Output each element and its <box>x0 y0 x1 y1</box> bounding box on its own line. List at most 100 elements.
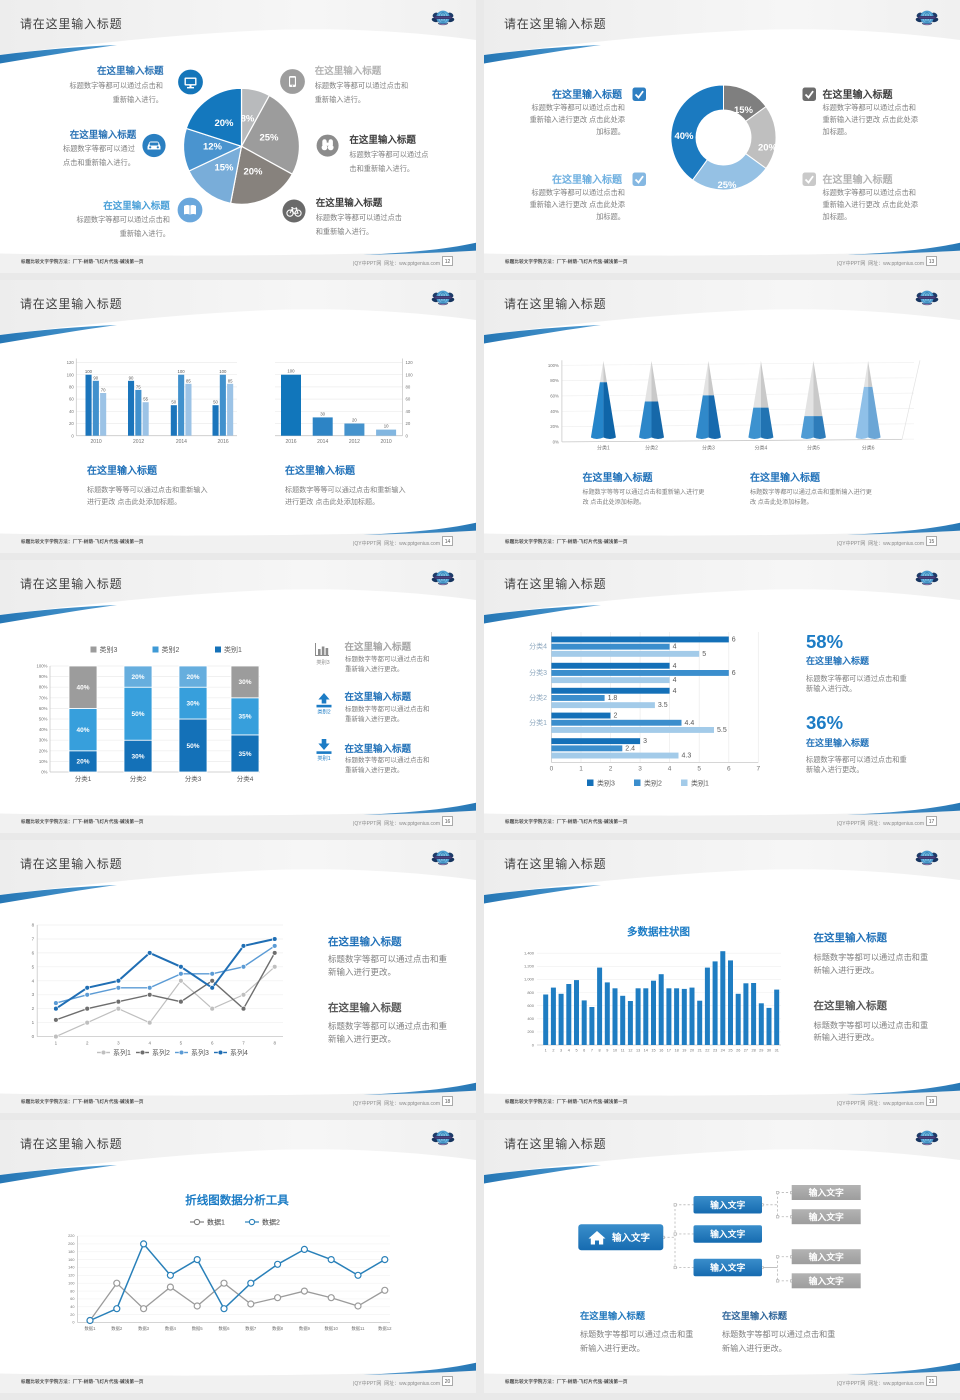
svg-text:分类4: 分类4 <box>755 445 768 452</box>
svg-text:3.5: 3.5 <box>658 702 668 709</box>
svg-text:输入文字: 输入文字 <box>710 1262 745 1273</box>
svg-text:60: 60 <box>70 1297 74 1301</box>
svg-text:14: 14 <box>644 1049 648 1053</box>
svg-text:数据9: 数据9 <box>299 1325 311 1332</box>
svg-text:3: 3 <box>638 765 642 772</box>
svg-text:0%: 0% <box>553 439 559 444</box>
svg-text:4: 4 <box>148 1041 151 1046</box>
svg-text:10: 10 <box>613 1049 617 1053</box>
svg-text:4: 4 <box>673 677 677 684</box>
svg-text:220: 220 <box>68 1234 74 1238</box>
svg-text:160: 160 <box>68 1258 74 1262</box>
svg-text:分类2: 分类2 <box>529 693 547 702</box>
svg-text:50: 50 <box>171 400 176 405</box>
svg-text:数据5: 数据5 <box>192 1325 204 1332</box>
svg-text:1: 1 <box>32 1020 35 1025</box>
svg-text:1: 1 <box>579 765 583 772</box>
svg-text:12%: 12% <box>203 142 223 153</box>
svg-text:数据11: 数据11 <box>351 1325 365 1332</box>
svg-text:50: 50 <box>213 400 218 405</box>
svg-text:系列1: 系列1 <box>113 1048 131 1057</box>
svg-text:800: 800 <box>527 990 534 995</box>
svg-text:7: 7 <box>756 765 760 772</box>
svg-text:60: 60 <box>69 397 74 402</box>
svg-text:数据4: 数据4 <box>165 1325 177 1332</box>
svg-text:70: 70 <box>101 388 106 393</box>
svg-text:20%: 20% <box>758 143 778 154</box>
svg-text:8: 8 <box>273 1041 276 1046</box>
svg-text:5: 5 <box>32 964 35 969</box>
svg-text:200: 200 <box>68 1242 74 1246</box>
svg-text:100: 100 <box>67 372 75 377</box>
svg-text:100: 100 <box>219 369 227 374</box>
svg-text:类别2: 类别2 <box>644 778 662 787</box>
svg-text:6: 6 <box>727 765 731 772</box>
svg-text:类别3: 类别3 <box>316 658 329 666</box>
svg-text:2014: 2014 <box>176 439 187 445</box>
svg-text:分类1: 分类1 <box>597 445 610 452</box>
svg-text:6: 6 <box>732 670 736 677</box>
svg-text:2: 2 <box>552 1049 554 1053</box>
svg-text:7: 7 <box>242 1041 245 1046</box>
svg-text:90: 90 <box>93 375 98 380</box>
svg-text:15%: 15% <box>214 163 234 174</box>
svg-text:输入文字: 输入文字 <box>809 1187 844 1198</box>
svg-text:50%: 50% <box>186 743 199 750</box>
svg-text:数据12: 数据12 <box>378 1325 392 1332</box>
svg-text:折线图数据分析工具: 折线图数据分析工具 <box>185 1193 289 1207</box>
svg-text:2012: 2012 <box>349 439 360 445</box>
svg-text:400: 400 <box>527 1016 534 1021</box>
svg-text:0: 0 <box>406 433 409 438</box>
svg-text:1: 1 <box>55 1041 58 1046</box>
svg-text:25%: 25% <box>717 180 737 191</box>
svg-text:20: 20 <box>69 421 74 426</box>
svg-text:系列3: 系列3 <box>191 1048 209 1057</box>
svg-text:12: 12 <box>628 1049 632 1053</box>
svg-text:分类3: 分类3 <box>529 668 547 677</box>
svg-text:类别3: 类别3 <box>100 645 118 654</box>
svg-text:40%: 40% <box>674 131 694 142</box>
svg-text:29: 29 <box>759 1049 763 1053</box>
svg-text:31: 31 <box>775 1049 779 1053</box>
svg-text:20%: 20% <box>243 167 263 178</box>
svg-text:20: 20 <box>70 1313 74 1317</box>
svg-text:6: 6 <box>732 637 736 644</box>
svg-text:4: 4 <box>668 765 672 772</box>
svg-text:分类2: 分类2 <box>130 774 147 783</box>
svg-text:100: 100 <box>178 369 186 374</box>
svg-text:5: 5 <box>702 651 706 658</box>
svg-text:3: 3 <box>643 738 647 745</box>
svg-text:1: 1 <box>545 1049 547 1053</box>
svg-text:60: 60 <box>406 397 411 402</box>
svg-text:80%: 80% <box>550 378 559 383</box>
svg-text:4.4: 4.4 <box>685 720 695 727</box>
svg-text:1,400: 1,400 <box>524 951 535 956</box>
svg-text:2014: 2014 <box>317 439 328 445</box>
svg-text:120: 120 <box>67 360 75 365</box>
svg-text:2010: 2010 <box>91 439 102 445</box>
svg-text:35%: 35% <box>238 714 251 721</box>
svg-text:40%: 40% <box>39 727 48 732</box>
svg-text:输入文字: 输入文字 <box>809 1211 844 1222</box>
svg-text:10: 10 <box>384 424 389 429</box>
svg-text:6: 6 <box>32 950 35 955</box>
svg-text:20%: 20% <box>39 748 48 753</box>
svg-text:17: 17 <box>667 1049 671 1053</box>
svg-text:数据6: 数据6 <box>219 1325 231 1332</box>
svg-text:23: 23 <box>713 1049 717 1053</box>
svg-text:100%: 100% <box>548 363 559 368</box>
svg-text:70%: 70% <box>39 695 48 700</box>
svg-text:20%: 20% <box>214 118 234 129</box>
svg-text:100: 100 <box>287 369 295 374</box>
svg-text:40: 40 <box>69 409 74 414</box>
svg-text:25: 25 <box>728 1049 732 1053</box>
svg-text:系列2: 系列2 <box>152 1048 170 1057</box>
svg-text:85: 85 <box>228 378 233 383</box>
svg-text:0: 0 <box>71 433 74 438</box>
svg-text:20%: 20% <box>76 759 89 766</box>
svg-text:8%: 8% <box>241 114 255 125</box>
svg-text:30%: 30% <box>131 753 144 760</box>
svg-text:8: 8 <box>599 1049 601 1053</box>
svg-text:3: 3 <box>560 1049 562 1053</box>
svg-text:多数据柱状图: 多数据柱状图 <box>627 925 690 938</box>
